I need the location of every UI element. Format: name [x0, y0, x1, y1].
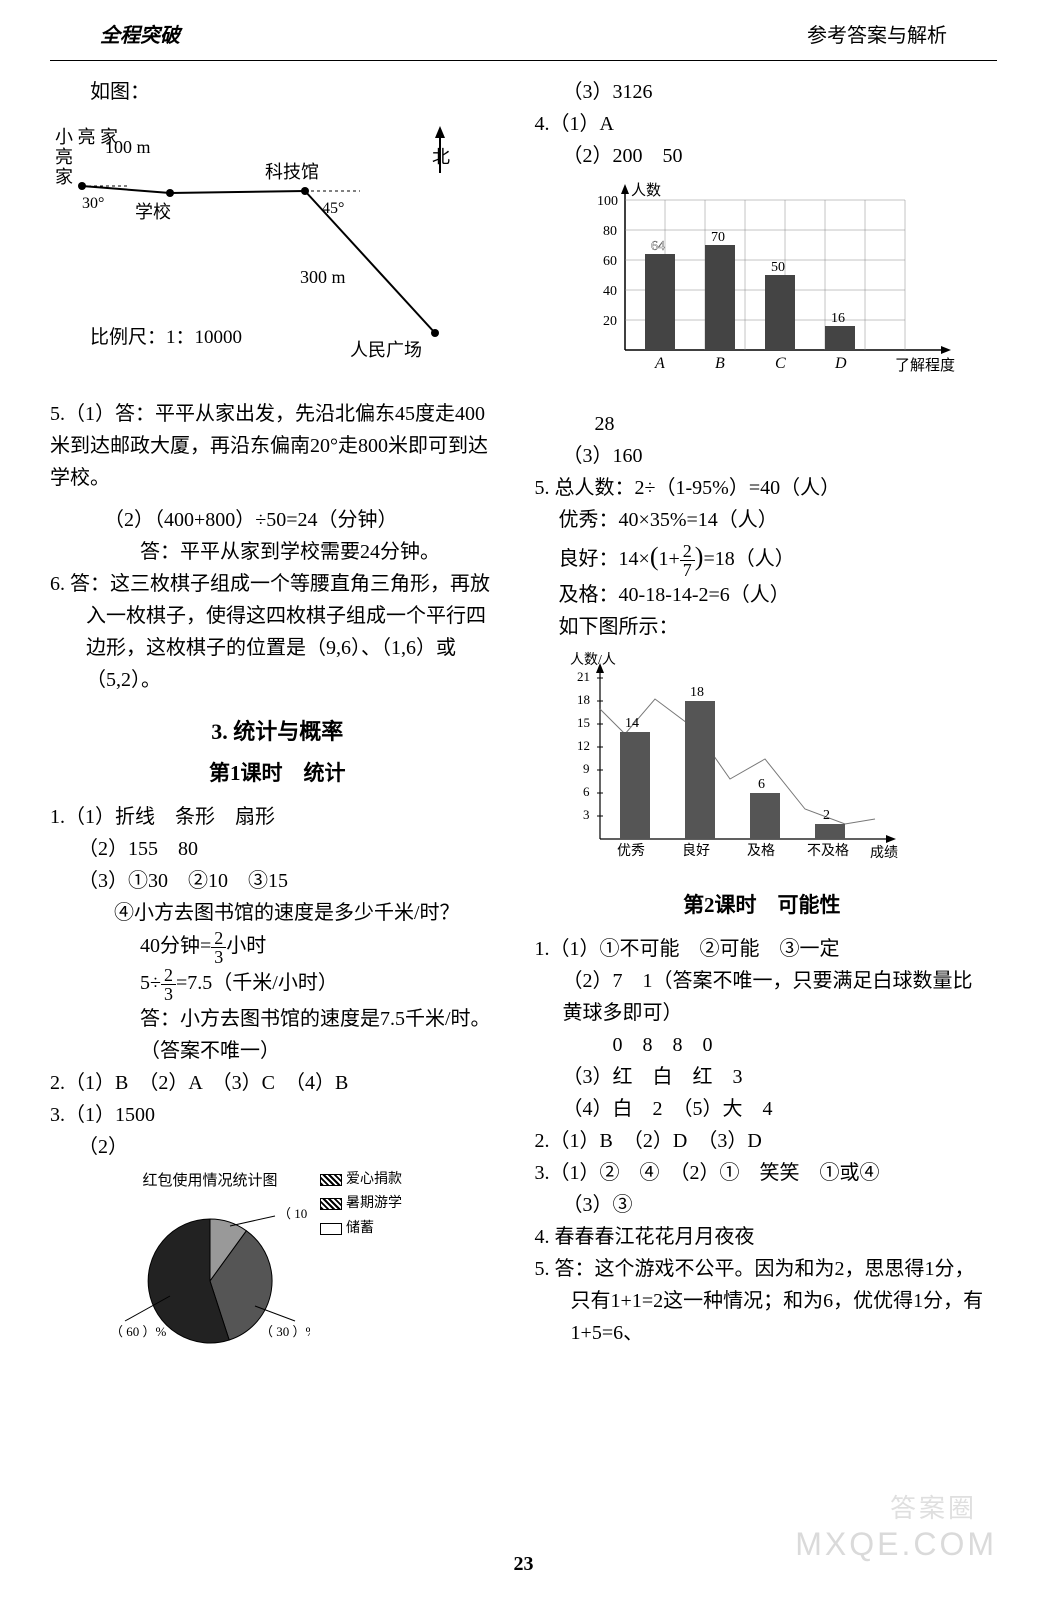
s1-1: 1.（1）折线 条形 扇形 [50, 801, 505, 833]
route-diagram: 小 亮 家 亮 家 100 m 30° 学校 科技馆 45° 300 m 人民广… [50, 118, 470, 378]
svg-text:北: 北 [432, 147, 450, 167]
q5-1: 5.（1）答：平平从家出发，先沿北偏东45度走400米到达邮政大厦，再沿东偏南2… [50, 398, 505, 494]
svg-text:18: 18 [690, 685, 704, 700]
svg-text:21: 21 [577, 669, 590, 684]
svg-text:300 m: 300 m [300, 267, 346, 287]
p1-4: （4）白 2 （5）大 4 [535, 1093, 990, 1125]
s1-eq1: 40分钟=23小时 [50, 929, 505, 966]
svg-text:（ 10 ）%: （ 10 ）% [278, 1206, 310, 1221]
svg-text:学校: 学校 [135, 202, 171, 222]
s1-eq2: 5÷23=7.5（千米/小时） [50, 966, 505, 1003]
svg-text:60: 60 [603, 254, 617, 269]
p1-2b: 0 8 8 0 [535, 1029, 990, 1061]
svg-text:成绩: 成绩 [870, 845, 898, 861]
p4: 4. 春春春江花花月月夜夜 [535, 1221, 990, 1253]
q5-2b: 答：平平从家到学校需要24分钟。 [50, 536, 505, 568]
s1-3-4: ④小方去图书馆的速度是多少千米/时？ [50, 897, 505, 929]
p3b: （3）③ [535, 1189, 990, 1221]
r5-pass: 及格：40-18-14-2=6（人） [535, 579, 990, 611]
svg-text:D: D [834, 355, 847, 372]
svg-text:2: 2 [823, 808, 830, 823]
r5-total: 5. 总人数：2÷（1-95%）=40（人） [535, 472, 990, 504]
svg-text:家: 家 [55, 167, 73, 187]
q6: 6. 答：这三枚棋子组成一个等腰直角三角形，再放入一枚棋子，使得这四枚棋子组成一… [50, 568, 505, 696]
r5-good: 良好：14×(1+27)=18（人） [535, 536, 990, 579]
s1-2: （2）155 80 [50, 833, 505, 865]
s2: 2.（1）B （2）A （3）C （4）B [50, 1067, 505, 1099]
s1-ans: 答：小方去图书馆的速度是7.5千米/时。（答案不唯一） [50, 1003, 505, 1067]
r4-28: 28 [535, 408, 990, 440]
svg-text:30°: 30° [82, 195, 104, 212]
pie-title: 红包使用情况统计图 [110, 1169, 310, 1193]
svg-text:3: 3 [583, 807, 590, 822]
p1-2a: （2）7 1（答案不唯一，只要满足白球数量比黄球多即可） [535, 965, 990, 1029]
s3-2-label: （2） [50, 1131, 128, 1163]
r4-3: （3）160 [535, 440, 990, 472]
p1-3: （3）红 白 红 3 [535, 1061, 990, 1093]
svg-text:优秀: 优秀 [617, 843, 645, 859]
svg-text:C: C [775, 355, 786, 372]
svg-text:9: 9 [583, 761, 590, 776]
svg-text:20: 20 [603, 314, 617, 329]
s3-1: 3.（1）1500 [50, 1099, 505, 1131]
svg-text:（ 60 ）%: （ 60 ）% [110, 1324, 167, 1339]
lesson-1-title: 第1课时 统计 [50, 757, 505, 791]
bar-chart-1: 人数 了解程度 20 40 60 80 100 64 70 50 16 A B C [575, 180, 975, 390]
p5: 5. 答：这个游戏不公平。因为和为2，思思得1分，只有1+1=2这一种情况；和为… [535, 1253, 990, 1349]
page-number: 23 [514, 1548, 534, 1580]
svg-text:14: 14 [625, 716, 639, 731]
s1-3: （3）①30 ②10 ③15 [50, 865, 505, 897]
r5-ex: 优秀：40×35%=14（人） [535, 504, 990, 536]
svg-text:12: 12 [577, 738, 590, 753]
svg-text:不及格: 不及格 [807, 843, 849, 859]
svg-text:100 m: 100 m [105, 137, 151, 157]
svg-text:人民广场: 人民广场 [350, 340, 422, 360]
p1-1: 1.（1）①不可能 ②可能 ③一定 [535, 933, 990, 965]
svg-text:了解程度: 了解程度 [895, 357, 955, 374]
svg-text:人数: 人数 [631, 182, 661, 199]
svg-text:15: 15 [577, 715, 590, 730]
bar-chart-2: 人数/人 成绩 3 6 9 12 15 18 21 14 18 6 2 优秀 [555, 649, 915, 869]
svg-text:18: 18 [577, 692, 590, 707]
svg-text:70: 70 [711, 230, 725, 245]
book-title: 全程突破 [100, 20, 180, 52]
svg-text:B: B [715, 355, 725, 372]
svg-text:16: 16 [831, 311, 845, 326]
svg-text:比例尺：1：10000: 比例尺：1：10000 [90, 326, 242, 348]
svg-text:科技馆: 科技馆 [265, 162, 319, 182]
p2: 2.（1）B （2）D （3）D [535, 1125, 990, 1157]
svg-text:80: 80 [603, 224, 617, 239]
q5-2a: （2）（400+800）÷50=24（分钟） [50, 504, 505, 536]
svg-text:良好: 良好 [682, 843, 710, 859]
intro-text: 如图： [50, 76, 505, 108]
svg-text:（ 30 ）%: （ 30 ）% [260, 1324, 310, 1339]
section-3-title: 3. 统计与概率 [50, 714, 505, 749]
svg-text:及格: 及格 [747, 843, 775, 859]
svg-text:人数/人: 人数/人 [570, 652, 616, 668]
svg-text:6: 6 [583, 784, 590, 799]
svg-text:64: 64 [651, 239, 665, 254]
pie-legend: 爱心捐款 暑期游学 储蓄 [320, 1169, 402, 1242]
section-label: 参考答案与解析 [807, 20, 947, 52]
svg-text:100: 100 [597, 194, 618, 209]
r5-note: 如下图所示： [535, 611, 990, 643]
svg-text:亮: 亮 [55, 147, 73, 167]
svg-text:6: 6 [758, 777, 765, 792]
r3-3: （3）3126 [535, 76, 990, 108]
svg-text:A: A [654, 355, 665, 372]
pie-chart: （ 10 ）% （ 30 ）% （ 60 ）% [110, 1196, 310, 1356]
lesson-2-title: 第2课时 可能性 [535, 889, 990, 923]
r4-1: 4.（1）A [535, 108, 990, 140]
svg-text:50: 50 [771, 260, 785, 275]
p3a: 3.（1）② ④ （2）① 笑笑 ①或④ [535, 1157, 990, 1189]
r4-2: （2）200 50 [535, 140, 990, 172]
svg-text:40: 40 [603, 284, 617, 299]
watermark-1: MXQE.COM [795, 1519, 997, 1570]
